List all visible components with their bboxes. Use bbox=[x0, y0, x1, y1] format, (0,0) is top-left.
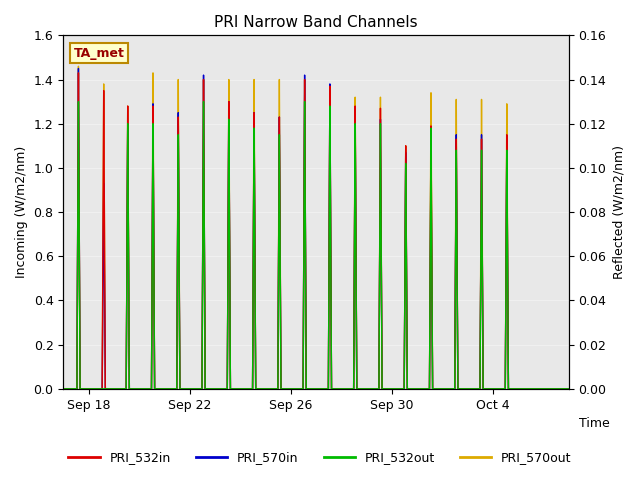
Legend: PRI_532in, PRI_570in, PRI_532out, PRI_570out: PRI_532in, PRI_570in, PRI_532out, PRI_57… bbox=[63, 446, 577, 469]
Text: Time: Time bbox=[579, 417, 609, 430]
Text: TA_met: TA_met bbox=[74, 47, 124, 60]
Y-axis label: Incoming (W/m2/nm): Incoming (W/m2/nm) bbox=[15, 146, 28, 278]
Y-axis label: Reflected (W/m2/nm): Reflected (W/m2/nm) bbox=[612, 145, 625, 279]
Title: PRI Narrow Band Channels: PRI Narrow Band Channels bbox=[214, 15, 418, 30]
